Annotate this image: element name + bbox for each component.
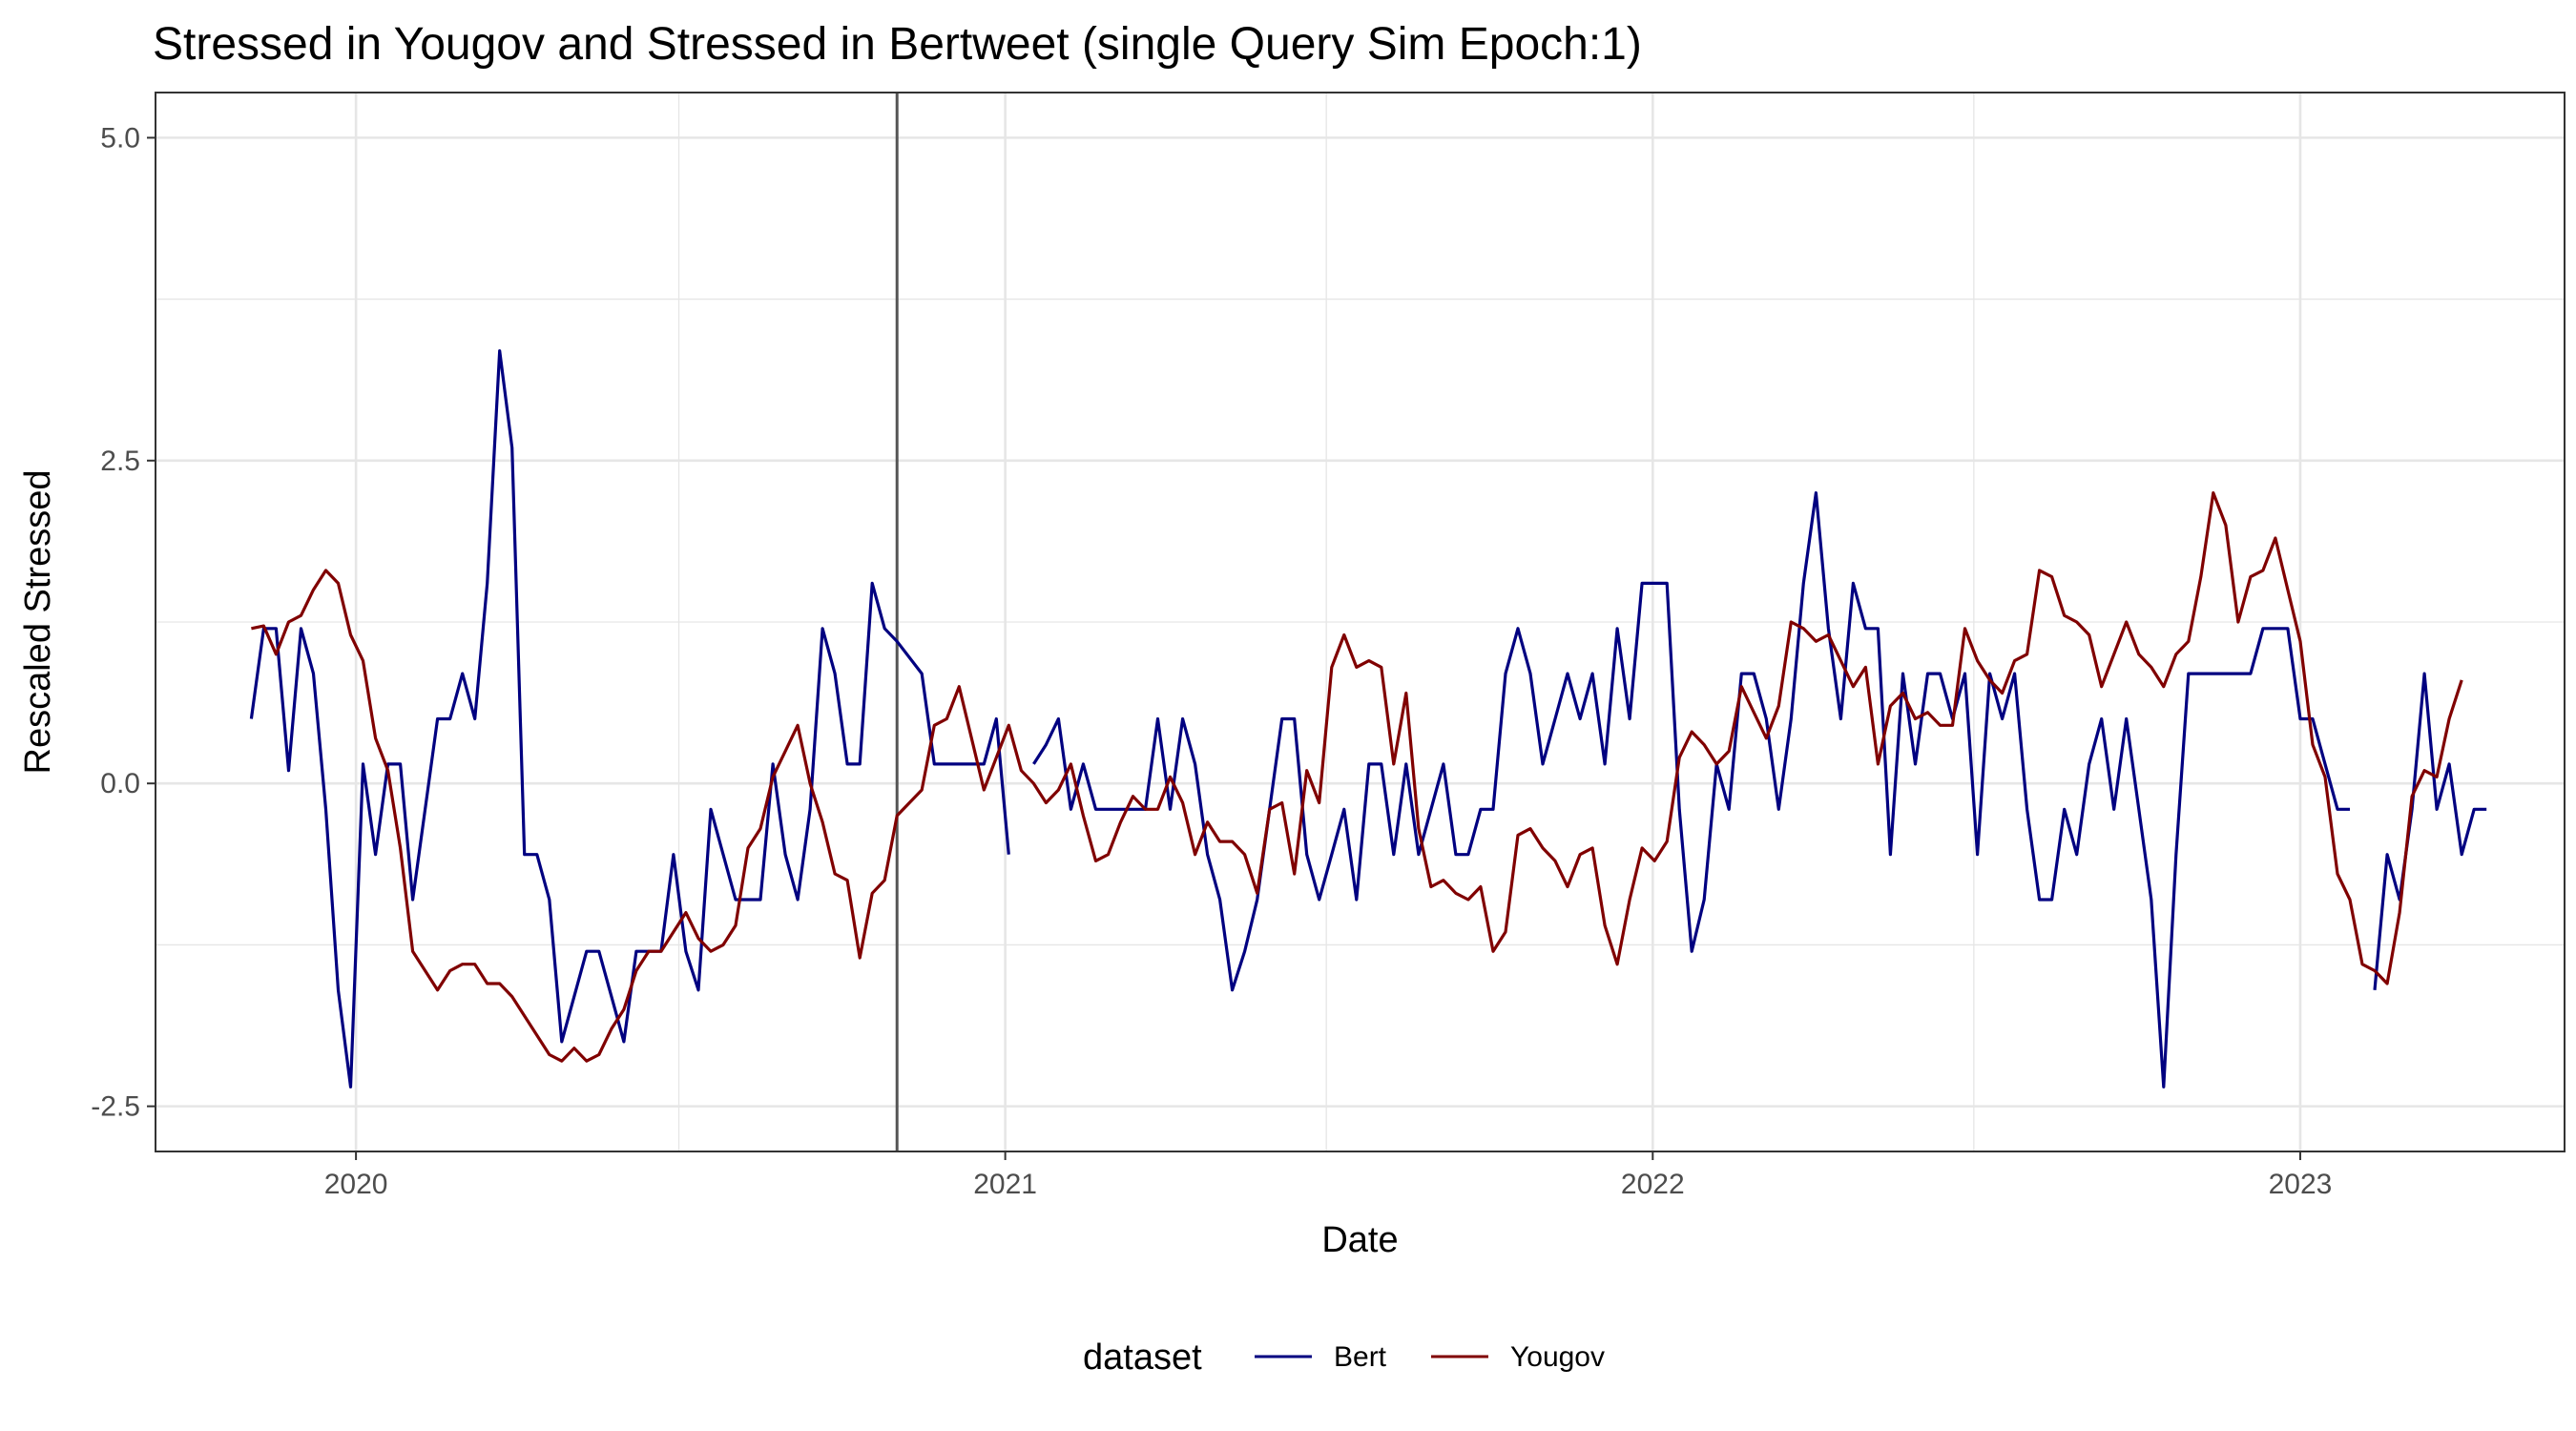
chart-title: Stressed in Yougov and Stressed in Bertw… <box>153 19 1642 70</box>
y-tick-label: 5.0 <box>100 122 140 154</box>
y-axis-title: Rescaled Stressed <box>18 470 58 775</box>
x-tick-label: 2021 <box>973 1169 1037 1200</box>
series-lines <box>249 349 2487 1089</box>
panel-border <box>155 92 2566 1152</box>
x-axis-title: Date <box>1321 1220 1398 1260</box>
legend: dataset Bert Yougov <box>1083 1338 1605 1378</box>
y-tick-label: 0.0 <box>100 768 140 799</box>
x-tick-label: 2020 <box>324 1169 388 1200</box>
y-tick-label: -2.5 <box>91 1091 140 1123</box>
x-tick-label: 2022 <box>1621 1169 1685 1200</box>
grid-lines <box>156 93 2565 1151</box>
legend-title: dataset <box>1083 1338 1202 1378</box>
series-line-yougov <box>251 491 2463 1063</box>
legend-label-bert: Bert <box>1334 1341 1387 1373</box>
x-tick-label: 2023 <box>2269 1169 2333 1200</box>
legend-label-yougov: Yougov <box>1510 1341 1605 1373</box>
series-line-bert <box>249 349 2487 1089</box>
axis-ticks: 5.0 2.5 0.0 -2.5 2020 2021 2022 2023 <box>91 122 2332 1200</box>
y-tick-label: 2.5 <box>100 446 140 477</box>
